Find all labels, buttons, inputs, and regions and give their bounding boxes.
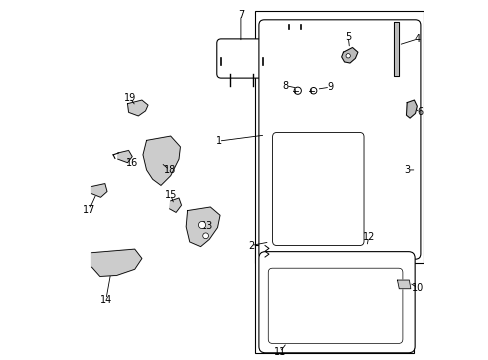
Text: 14: 14 [100,294,112,305]
Text: 3: 3 [403,165,409,175]
Circle shape [346,54,349,58]
Circle shape [310,87,316,94]
Text: 15: 15 [164,190,177,200]
Text: 13: 13 [200,221,212,231]
Text: 7: 7 [237,10,244,20]
Circle shape [203,233,208,239]
Text: 18: 18 [163,165,175,175]
Polygon shape [169,198,181,212]
Polygon shape [406,100,416,118]
Polygon shape [397,280,410,289]
Text: 6: 6 [416,107,423,117]
Polygon shape [393,22,398,76]
Polygon shape [186,207,220,247]
Circle shape [294,87,301,94]
Text: 19: 19 [123,93,136,103]
Text: 11: 11 [273,347,285,357]
Bar [255,245,413,353]
FancyBboxPatch shape [268,268,402,343]
Text: 16: 16 [126,158,138,168]
FancyBboxPatch shape [258,252,414,353]
Text: 17: 17 [82,204,95,215]
Text: 8: 8 [282,81,288,91]
Text: 9: 9 [326,82,332,92]
Polygon shape [127,100,148,116]
FancyBboxPatch shape [258,20,420,259]
Text: 1: 1 [215,136,221,146]
Polygon shape [118,150,132,163]
Circle shape [198,221,205,229]
Text: 2: 2 [247,240,254,251]
Text: 5: 5 [345,32,350,42]
FancyBboxPatch shape [216,39,266,78]
Text: 10: 10 [411,283,423,293]
Bar [255,11,424,263]
FancyBboxPatch shape [272,132,363,246]
Text: 12: 12 [362,232,374,242]
Text: 4: 4 [414,34,420,44]
Polygon shape [142,136,180,185]
Polygon shape [341,48,357,63]
Polygon shape [91,184,107,197]
Polygon shape [91,249,142,276]
